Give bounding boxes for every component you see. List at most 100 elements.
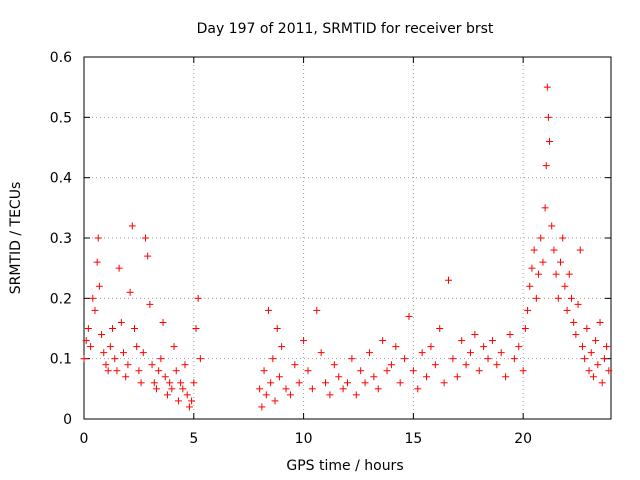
- data-point: [572, 331, 580, 339]
- x-axis-label: GPS time / hours: [286, 458, 403, 474]
- data-point: [308, 385, 316, 393]
- data-point: [374, 385, 382, 393]
- data-point: [152, 385, 160, 393]
- data-point: [365, 349, 373, 357]
- data-point: [256, 385, 264, 393]
- x-tick-label: 0: [80, 431, 89, 447]
- data-point: [357, 367, 365, 375]
- data-point: [480, 343, 488, 351]
- data-point: [427, 343, 435, 351]
- data-point: [589, 373, 597, 381]
- data-point: [291, 361, 299, 369]
- data-point: [115, 264, 123, 272]
- data-point: [196, 355, 204, 363]
- data-point: [159, 318, 167, 326]
- data-point: [100, 349, 108, 357]
- data-point: [409, 367, 417, 375]
- data-point: [532, 294, 540, 302]
- data-point: [561, 282, 569, 290]
- y-tick-label: 0.3: [50, 231, 72, 247]
- data-point: [436, 325, 444, 332]
- data-point: [150, 379, 158, 387]
- data-point: [440, 379, 448, 387]
- data-point: [300, 337, 308, 345]
- data-point: [423, 373, 431, 381]
- data-point: [396, 379, 404, 387]
- data-point: [539, 258, 547, 266]
- data-point: [185, 403, 193, 411]
- data-point: [383, 367, 391, 375]
- data-point: [131, 325, 139, 332]
- data-point: [515, 343, 523, 351]
- data-point: [544, 113, 552, 121]
- y-tick-label: 0.4: [50, 171, 72, 187]
- x-tick-label: 20: [514, 431, 532, 447]
- data-point: [526, 282, 534, 290]
- data-point: [161, 373, 169, 381]
- data-point: [497, 349, 505, 357]
- data-point: [418, 349, 426, 357]
- data-point: [352, 391, 360, 399]
- data-point: [530, 246, 538, 254]
- data-point: [550, 246, 558, 254]
- data-point: [313, 306, 321, 314]
- data-point: [594, 361, 602, 369]
- data-point: [484, 355, 492, 363]
- data-point: [271, 397, 279, 405]
- data-point: [317, 349, 325, 357]
- data-point: [95, 282, 103, 290]
- data-point: [262, 391, 270, 399]
- data-point: [282, 385, 290, 393]
- data-point: [304, 367, 312, 375]
- data-point: [405, 312, 413, 320]
- data-point: [546, 137, 554, 145]
- data-point: [91, 306, 99, 314]
- data-point: [431, 361, 439, 369]
- y-tick-label: 0.6: [50, 50, 72, 66]
- data-point: [392, 343, 400, 351]
- data-point: [122, 373, 130, 381]
- data-point: [502, 373, 510, 381]
- data-point: [194, 294, 202, 302]
- x-tick-labels: 0 5 10 15 20: [80, 431, 533, 447]
- data-point: [563, 306, 571, 314]
- data-point: [139, 349, 147, 357]
- data-point: [576, 246, 584, 254]
- data-point: [453, 373, 461, 381]
- data-point: [554, 294, 562, 302]
- plot-frame: [83, 56, 612, 420]
- data-point: [93, 258, 101, 266]
- data-point: [141, 234, 149, 242]
- y-tick-label: 0.5: [50, 110, 72, 126]
- data-point: [174, 397, 182, 405]
- data-point: [278, 343, 286, 351]
- data-point: [144, 252, 152, 260]
- data-point: [583, 325, 591, 332]
- data-point: [524, 306, 532, 314]
- data-point: [120, 349, 128, 357]
- data-point: [596, 318, 604, 326]
- data-point: [128, 222, 136, 230]
- data-point: [183, 391, 191, 399]
- data-point: [521, 325, 529, 332]
- data-point: [581, 355, 589, 363]
- data-point: [493, 361, 501, 369]
- x-tick-label: 5: [189, 431, 198, 447]
- data-point: [155, 367, 163, 375]
- data-point: [506, 331, 514, 339]
- data-point: [275, 373, 283, 381]
- data-point: [379, 337, 387, 345]
- data-point: [326, 391, 334, 399]
- data-point: [335, 373, 343, 381]
- data-point: [322, 379, 330, 387]
- data-point: [488, 337, 496, 345]
- data-point: [541, 204, 549, 212]
- data-point: [111, 355, 119, 363]
- data-point: [510, 355, 518, 363]
- data-point: [361, 379, 369, 387]
- data-point: [267, 379, 275, 387]
- y-tick-label: 0.1: [50, 352, 72, 368]
- data-point: [528, 264, 536, 272]
- y-tick-label: 0.2: [50, 291, 72, 307]
